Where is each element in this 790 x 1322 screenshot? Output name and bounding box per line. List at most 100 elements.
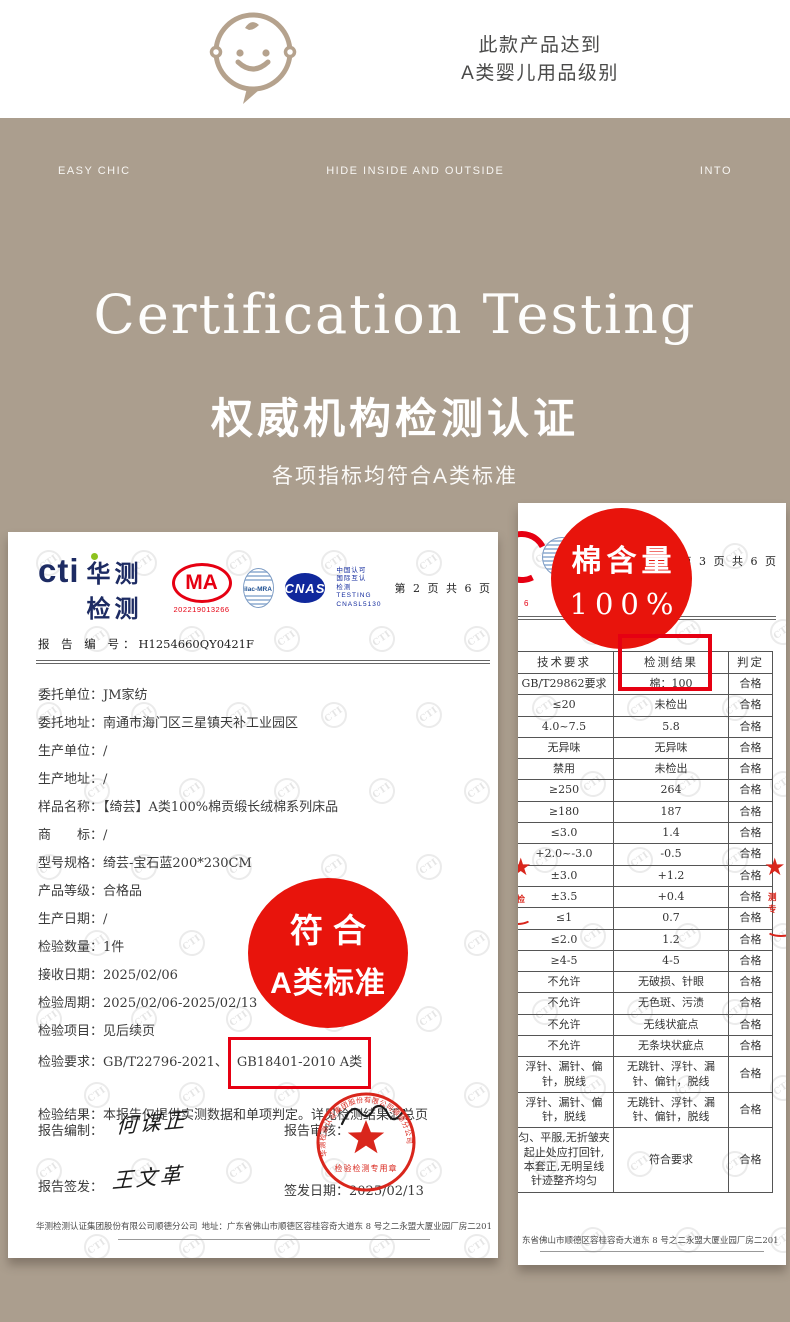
cti-logo-green-dot-icon [91, 553, 98, 560]
table-cell: 浮针、漏针、偏针，脱线 [518, 1056, 614, 1093]
table-cell: 合格 [728, 1091, 773, 1129]
table-cell: 4.0~7.5 [518, 715, 614, 738]
top-claim-text: 此款产品达到 A类婴儿用品级别 [400, 32, 680, 87]
table-cell: ≤1 [518, 907, 614, 930]
cti-watermark-icon: CTI [78, 1228, 116, 1258]
footer-rule [118, 1239, 430, 1240]
table-cell: ≤3.0 [518, 822, 614, 845]
cotton-content-badge: 棉含量 100% [551, 508, 692, 649]
certificate-page-right: 6 棉含量 100% 第 3 页 共 6 页 技术要求 检测结果 判定 GB/T298… [518, 503, 786, 1265]
table-row: 不允许 无条块状疵点 合格 [518, 1034, 773, 1058]
cma-badge-label: MA [185, 570, 218, 594]
table-cell: 浮针、漏针、偏针，脱线 [518, 1091, 614, 1129]
table-cell: 禁用 [518, 758, 614, 781]
class-a-conform-badge: 符合 A类标准 [248, 878, 408, 1028]
table-cell: +0.4 [613, 885, 729, 909]
field-value: 【绮芸】A类100%棉贡缎长绒棉系列床品 [103, 800, 339, 815]
cnas-badge-icon: CNAS [284, 573, 326, 603]
stamp-type-text: 检验检测专用章 [335, 1163, 398, 1173]
cti-logo-chinese: 华测检测 [86, 561, 143, 623]
table-cell: +1.2 [613, 864, 729, 887]
table-cell: 合格 [728, 779, 773, 802]
table-row: ≤3.0 1.4 合格 [518, 822, 773, 845]
cti-logo: cti 华测检测 [38, 552, 161, 624]
table-cell: GB/T29862要求 [518, 672, 614, 696]
field-value: JM家纺 [103, 688, 148, 703]
table-cell: 1.2 [613, 928, 729, 951]
field-label: 产品等级： [38, 884, 104, 899]
field-label: 检验周期： [38, 996, 104, 1011]
slogan-banner: EASY CHIC HIDE INSIDE AND OUTSIDE INTO [0, 165, 790, 177]
page-number-right: 第 3 页 共 6 页 [680, 555, 778, 568]
table-cell: 合格 [728, 694, 773, 717]
table-cell: ±3.5 [518, 885, 614, 909]
table-cell: 无条块状疵点 [613, 1034, 729, 1058]
cert-field-row: 检验数量：1件 [38, 934, 498, 962]
stamp-text-fragment-left: 验检 [518, 895, 527, 905]
field-value: 合格品 [103, 884, 143, 899]
table-row: 4.0~7.5 5.8 合格 [518, 715, 773, 738]
field-value: / [103, 828, 108, 843]
field-value-highlighted: GB18401-2010 A类 [227, 1037, 372, 1089]
conform-badge-line2: A类标准 [270, 967, 386, 1000]
table-row: ≥180 187 合格 [518, 800, 773, 824]
field-value: 1件 [103, 940, 125, 955]
report-number-line: 报 告 编 号：H1254660QY0421F [38, 636, 498, 652]
table-cell: 合格 [728, 822, 773, 845]
banner-left-text: EASY CHIC [58, 165, 131, 177]
reviewed-by-label: 报告审核： [284, 1124, 350, 1139]
cert-field-row: 生产地址：/ [38, 766, 498, 794]
section-title-zh: 权威机构检测认证 [210, 395, 579, 442]
field-label: 检验数量： [38, 940, 104, 955]
cma-badge-icon: MA 202219013266 [171, 562, 232, 614]
stamp-star-icon [347, 1120, 385, 1154]
banner-right-text: INTO [699, 165, 732, 177]
result-value: 本报告仅提供实测数据和单项判定。详见检测结果汇总页 [103, 1108, 429, 1123]
conform-badge-line1: 符合 [290, 912, 376, 949]
table-cell: 不允许 [518, 1013, 614, 1036]
cma-number-fragment: 6 [524, 599, 529, 608]
prepared-by-signature: 何谋正 [115, 1107, 189, 1139]
table-cell: 无跳针、浮针、漏针、偏针，脱线 [613, 1091, 729, 1129]
stamp-star-fragment-left-icon: ★ [518, 853, 532, 881]
cert-field-row: 接收日期：2025/02/06 [38, 962, 498, 990]
table-row: +2.0~-3.0 -0.5 合格 [518, 843, 773, 866]
table-row: ≤20 未检出 合格 [518, 694, 773, 717]
banner-center-text: HIDE INSIDE AND OUTSIDE [326, 165, 505, 177]
cti-watermark-icon: CTI [173, 1228, 211, 1258]
table-cell: ≤20 [518, 694, 614, 717]
footer-company: 华测检测认证集团股份有限公司顺德分公司 [36, 1222, 198, 1232]
ilac-mra-label: ilac-MRA [243, 583, 273, 595]
table-cell: 不允许 [518, 1034, 614, 1058]
table-cell: -0.5 [613, 843, 729, 866]
cti-watermark-icon: CTI [458, 1228, 496, 1258]
table-cell: ±3.0 [518, 864, 614, 887]
field-value: 见后续页 [103, 1024, 156, 1039]
field-label: 生产单位： [38, 744, 104, 759]
table-row: ≤2.0 1.2 合格 [518, 928, 773, 951]
cotton-badge-line2: 100% [569, 587, 681, 621]
table-cell: 合格 [728, 800, 773, 824]
field-label: 生产日期： [38, 912, 104, 927]
cert-field-row: 商 标：/ [38, 822, 498, 850]
result-label: 检验结果： [38, 1108, 104, 1123]
table-row: ±3.0 +1.2 合格 [518, 864, 773, 887]
table-row: 禁用 未检出 合格 [518, 758, 773, 781]
report-number-label: 报 告 编 号： [38, 637, 139, 651]
issue-date-value: 2025/02/13 [349, 1184, 424, 1199]
table-row: 无异味 无异味 合格 [518, 736, 773, 760]
cert-field-row: 生产日期：/ [38, 906, 498, 934]
field-label: 型号规格： [38, 856, 104, 871]
table-row: 不允许 无线状疵点 合格 [518, 1013, 773, 1036]
cti-watermark-icon: CTI [268, 1228, 306, 1258]
cti-watermark-icon: CTI [220, 1152, 258, 1190]
table-cell: 264 [613, 779, 729, 802]
field-value: / [103, 744, 108, 759]
table-cell: 无色斑、污渍 [613, 992, 729, 1015]
cert-field-row: 检验周期：2025/02/06-2025/02/13 [38, 990, 498, 1018]
field-value: / [103, 772, 108, 787]
table-cell: 合格 [728, 672, 773, 696]
footer-rule-right [540, 1251, 764, 1252]
stamp-arc-fragment-right-icon [766, 923, 786, 937]
